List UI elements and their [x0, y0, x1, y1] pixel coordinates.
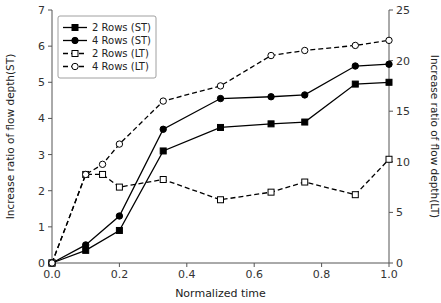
y-tick-label: 4	[38, 112, 45, 125]
series-point	[83, 171, 89, 177]
x-tick-label: 0.2	[111, 268, 129, 281]
series-point	[49, 260, 55, 266]
series-point	[217, 95, 223, 101]
y-tick	[48, 154, 52, 155]
series-point	[302, 119, 308, 125]
legend-marker	[72, 25, 78, 31]
series-line	[52, 159, 389, 263]
x-tick	[186, 263, 187, 267]
y-tick-label: 7	[38, 4, 45, 17]
series-point	[302, 92, 308, 98]
x-tick	[119, 263, 120, 267]
series-point	[352, 81, 358, 87]
plot-area	[49, 37, 392, 266]
y2-tick-label: 25	[396, 4, 410, 17]
y2-tick-label: 0	[396, 257, 403, 270]
y-tick	[48, 46, 52, 47]
series-point	[217, 83, 223, 89]
series-point	[160, 177, 166, 183]
series-point	[49, 260, 55, 266]
y-tick	[48, 118, 52, 119]
y2-tick-label: 15	[396, 105, 410, 118]
y2-axis-line	[389, 10, 390, 263]
legend-box	[58, 16, 156, 78]
y-tick-label: 3	[38, 149, 45, 162]
y-tick-label: 6	[38, 40, 45, 53]
y-tick-label: 0	[38, 257, 45, 270]
y-tick-label: 2	[38, 185, 45, 198]
y-axis-label: Increase ratio of flow depth(ST)	[4, 54, 16, 220]
series-point	[302, 179, 308, 185]
legend-marker	[72, 63, 78, 69]
x-tick-label: 0.8	[313, 268, 331, 281]
series-point	[386, 37, 392, 43]
x-tick	[389, 263, 390, 267]
series-point	[268, 121, 274, 127]
y-tick	[48, 82, 52, 83]
series-point	[218, 197, 224, 203]
series-point	[116, 184, 122, 190]
x-tick	[321, 263, 322, 267]
series-point	[49, 260, 55, 266]
legend-marker	[72, 37, 78, 43]
series-point	[352, 42, 358, 48]
y-tick-label: 1	[38, 221, 45, 234]
y2-tick-label: 10	[396, 156, 410, 169]
legend-label: 4 Rows (ST)	[92, 35, 151, 46]
series-point	[116, 213, 122, 219]
series-point	[302, 47, 308, 53]
y2-tick-label: 5	[396, 206, 403, 219]
y2-tick	[389, 111, 393, 112]
series	[49, 37, 392, 266]
x-tick-label: 0.4	[178, 268, 196, 281]
x-tick	[254, 263, 255, 267]
series-point	[352, 192, 358, 198]
chart: 0.00.20.40.60.81.0012345670510152025Norm…	[0, 0, 441, 303]
x-axis-line	[52, 263, 389, 264]
series-point	[160, 126, 166, 132]
legend-label: 2 Rows (ST)	[92, 22, 151, 33]
y2-tick	[389, 212, 393, 213]
y-tick	[48, 190, 52, 191]
series-line	[52, 64, 389, 263]
series-point	[386, 61, 392, 67]
series-point	[218, 124, 224, 130]
series	[49, 156, 392, 266]
series-point	[160, 98, 166, 104]
y2-tick-label: 20	[396, 55, 410, 68]
series-point	[99, 161, 105, 167]
series	[49, 61, 392, 266]
series	[49, 79, 392, 266]
y2-axis-label: Increase ratio of flow depth(LT)	[429, 55, 441, 218]
y-axis-line	[52, 10, 53, 263]
series-point	[352, 63, 358, 69]
series-point	[83, 171, 89, 177]
series-point	[386, 156, 392, 162]
series-line	[52, 82, 389, 263]
series-point	[268, 189, 274, 195]
series-point	[116, 141, 122, 147]
series-point	[83, 242, 89, 248]
series-point	[268, 52, 274, 58]
series-point	[100, 171, 106, 177]
y2-tick	[389, 263, 393, 264]
series-point	[386, 79, 392, 85]
legend: 2 Rows (ST) 4 Rows (ST) 2 Rows (LT) 4 Rows …	[58, 16, 156, 78]
y-tick	[48, 226, 52, 227]
y-tick	[48, 10, 52, 11]
x-tick-label: 0.6	[245, 268, 263, 281]
x-tick-label: 0.0	[43, 268, 61, 281]
series-point	[116, 227, 122, 233]
legend-label: 4 Rows (LT)	[92, 61, 149, 72]
legend-marker	[72, 51, 78, 57]
x-axis-label: Normalized time	[175, 287, 266, 300]
y-tick-label: 5	[38, 76, 45, 89]
series-point	[49, 260, 55, 266]
series-point	[268, 94, 274, 100]
series-point	[160, 148, 166, 154]
y2-tick	[389, 10, 393, 11]
legend-label: 2 Rows (LT)	[92, 48, 149, 59]
